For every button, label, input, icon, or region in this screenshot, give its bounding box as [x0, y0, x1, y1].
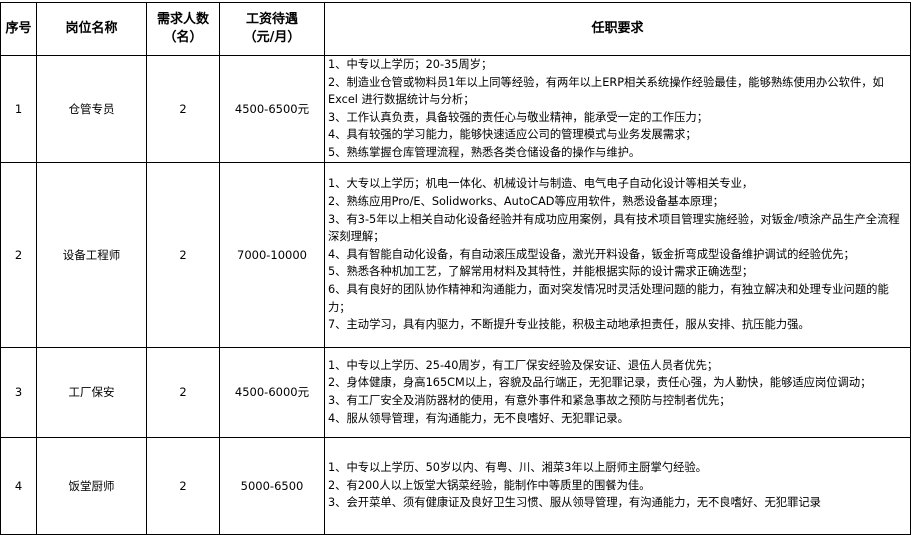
cell-requirements: 1、中专以上学历、50岁以内、有粤、川、湘菜3年以上厨师主厨掌勺经验。 2、有20… — [324, 436, 911, 535]
requirement-item: 2、有200人以上饭堂大锅菜经验，能制作中等质里的围餐为佳。 — [328, 478, 651, 492]
cell-requirements: 1、中专以上学历；20-35周岁； 2、制造业仓管或物料员1年以上同等经验，有两年… — [324, 55, 911, 163]
cell-headcount: 2 — [146, 346, 220, 438]
cell-position: 设备工程师 — [36, 161, 147, 348]
cell-no: 4 — [0, 436, 37, 535]
requirement-item: 3、有3-5年以上相关自动化设备经验并有成功应用案例，具有技术项目管理实施经验，… — [328, 212, 900, 244]
table-row: 2 设备工程师 2 7000-10000 1、大专以上学历；机电一体化、机械设计与制造、… — [0, 161, 911, 348]
requirement-item: 5、熟练掌握仓库管理流程，熟悉各类仓储设备的操作与维护。 — [328, 145, 641, 159]
requirement-item: 6、具有良好的团队协作精神和沟通能力，面对突发情况时灵活处理问题的能力，有独立解… — [328, 282, 889, 314]
requirement-item: 1、中专以上学历、50岁以内、有粤、川、湘菜3年以上厨师主厨掌勺经验。 — [328, 461, 707, 475]
cell-salary: 5000-6500 — [219, 436, 325, 535]
header-no: 序号 — [0, 2, 37, 56]
requirement-item: 4、服从领导管理，有沟通能力，无不良嗜好、无犯罪记录。 — [328, 411, 629, 425]
requirement-item: 3、有工厂安全及消防器材的使用，有意外事件和紧急事故之预防与控制者优先； — [328, 394, 731, 408]
requirement-item: 3、会开菜单、须有健康证及良好卫生习惯、服从领导管理，有沟通能力，无不良嗜好、无… — [328, 496, 821, 510]
header-row: 序号 岗位名称 需求人数（名） 工资待遇（元/月） 任职要求 — [0, 2, 911, 56]
requirement-item: 4、具有较强的学习能力，能够快速适应公司的管理模式与业务发展需求； — [328, 128, 697, 142]
requirement-item: 1、中专以上学历；20-35周岁； — [328, 58, 493, 71]
cell-salary: 4500-6000元 — [219, 346, 325, 438]
requirement-item: 7、主动学习，具有内驱力，不断提升专业技能，积极主动地承担责任，服从安排、抗压能… — [328, 318, 810, 332]
cell-position: 饭堂厨师 — [36, 436, 147, 535]
requirement-item: 5、熟悉各种机加工艺，了解常用材料及其特性，并能根据实际的设计需求正确选型； — [328, 265, 754, 279]
cell-headcount: 2 — [146, 55, 220, 163]
header-position: 岗位名称 — [36, 2, 147, 56]
cell-headcount: 2 — [146, 161, 220, 348]
table-row: 3 工厂保安 2 4500-6000元 1、中专以上学历、25-40周岁，有工厂保安经验… — [0, 346, 911, 438]
cell-salary: 7000-10000 — [219, 161, 325, 348]
header-salary: 工资待遇（元/月） — [219, 2, 325, 56]
requirement-item: 4、具有智能自动化设备，有自动滚压成型设备，激光开料设备，钣金折弯成型设备维护调… — [328, 247, 855, 261]
cell-salary: 4500-6500元 — [219, 55, 325, 163]
cell-no: 1 — [0, 55, 37, 163]
cell-position: 仓管专员 — [36, 55, 147, 163]
cell-requirements: 1、中专以上学历、25-40周岁，有工厂保安经验及保安证、退伍人员者优先； 2、身… — [324, 346, 911, 438]
requirement-item: 1、大专以上学历；机电一体化、机械设计与制造、电气电子自动化设计等相关专业， — [328, 177, 754, 191]
cell-no: 3 — [0, 346, 37, 438]
cell-requirements: 1、大专以上学历；机电一体化、机械设计与制造、电气电子自动化设计等相关专业， 2、… — [324, 161, 911, 348]
cell-position: 工厂保安 — [36, 346, 147, 438]
table-row: 4 饭堂厨师 2 5000-6500 1、中专以上学历、50岁以内、有粤、川、湘菜3年以… — [0, 436, 911, 535]
requirement-item: 1、中专以上学历、25-40周岁，有工厂保安经验及保安证、退伍人员者优先； — [328, 358, 719, 372]
requirement-item: 2、身体健康，身高165CM以上，容貌及品行端正，无犯罪记录，责任心强，为人勤快… — [328, 376, 872, 390]
requirement-item: 2、制造业仓管或物料员1年以上同等经验，有两年以上ERP相关系统操作经验最佳，能… — [328, 75, 884, 107]
requirement-item: 3、工作认真负责，具备较强的责任心与敬业精神，能承受一定的工作压力； — [328, 110, 708, 124]
header-headcount: 需求人数（名） — [146, 2, 220, 56]
header-requirements: 任职要求 — [324, 2, 911, 56]
cell-headcount: 2 — [146, 436, 220, 535]
table-row: 1 仓管专员 2 4500-6500元 1、中专以上学历；20-35周岁； 2、制造业仓管… — [0, 55, 911, 163]
requirement-item: 2、熟练应用Pro/E、Solidworks、AutoCAD等应用软件，熟悉设备… — [328, 194, 724, 208]
cell-no: 2 — [0, 161, 37, 348]
